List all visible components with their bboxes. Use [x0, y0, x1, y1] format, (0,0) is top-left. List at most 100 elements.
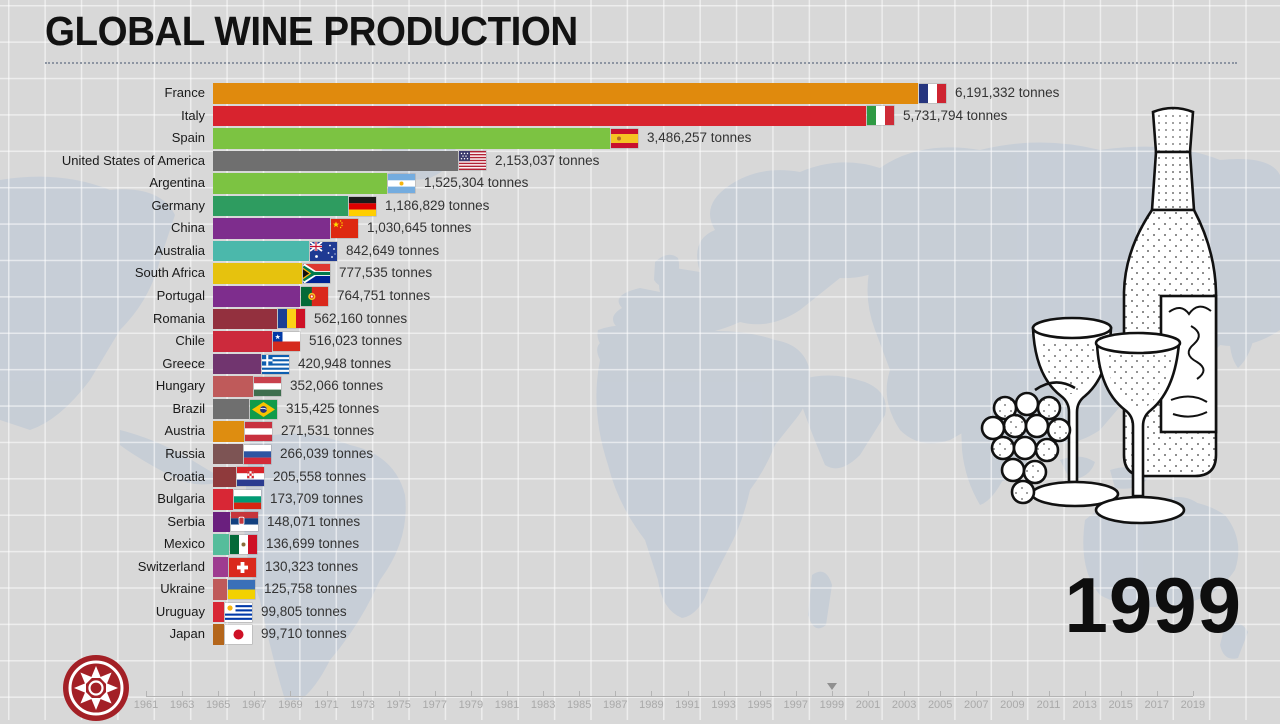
timeline-playhead-triangle [826, 683, 837, 690]
page-title: GLOBAL WINE PRODUCTION [45, 8, 578, 54]
timeline-tick-1963 [182, 691, 184, 696]
country-label: Japan [169, 626, 205, 642]
timeline-tick-1993 [723, 691, 725, 696]
value-label: 99,710 tonnes [261, 626, 347, 642]
timeline-tick-1965 [218, 691, 220, 696]
flag-chile-icon [273, 331, 300, 351]
chart-row-france: France 6,191,332 tonnes [0, 82, 1280, 105]
timeline-year-label: 2003 [891, 699, 917, 711]
bar [213, 173, 387, 194]
flag-romania-icon [278, 309, 305, 329]
chart-row-spain: Spain 3,486,257 tonnes [0, 127, 1280, 150]
chart-row-united-states-of-america: United States of America 2,153,037 tonnes [0, 150, 1280, 173]
value-label: 136,699 tonnes [266, 536, 360, 552]
bar [213, 150, 458, 172]
timeline-tick-1961 [146, 691, 147, 696]
country-label: Hungary [155, 378, 205, 394]
bar [213, 624, 224, 645]
chart-row-portugal: Portugal 764,751 tonnes [0, 285, 1280, 308]
chart-row-romania: Romania 562,160 tonnes [0, 308, 1280, 331]
flag-greece-icon [262, 354, 289, 374]
value-label: 125,758 tonnes [264, 581, 358, 597]
timeline-tick-2007 [976, 691, 978, 696]
country-label: Germany [151, 197, 205, 213]
grape-bunch [980, 381, 1076, 505]
value-label: 266,039 tonnes [280, 445, 374, 461]
bar [213, 376, 253, 397]
flag-south-africa-icon [303, 264, 330, 284]
wine-bottle-illustration [980, 106, 1218, 525]
timeline-tick-1969 [290, 691, 292, 696]
bar [213, 556, 228, 578]
country-label: Bulgaria [157, 491, 205, 507]
timeline-year-label: 1979 [458, 699, 484, 711]
value-label: 516,023 tonnes [309, 333, 403, 349]
timeline-tick-2003 [904, 691, 906, 696]
timeline-tick-2011 [1048, 691, 1050, 696]
flag-spain-icon [611, 128, 638, 148]
timeline-tick-2019 [1192, 691, 1194, 696]
value-label: 148,071 tonnes [267, 513, 361, 529]
timeline-year-label: 2011 [1036, 699, 1061, 711]
value-label: 5,731,794 tonnes [903, 107, 1008, 123]
timeline-year-label: 1963 [169, 699, 195, 711]
bar [213, 353, 261, 375]
country-label: Uruguay [155, 603, 205, 619]
timeline-tick-1999 [831, 691, 833, 696]
timeline-year-label: 2017 [1144, 699, 1170, 711]
country-label: Italy [181, 107, 205, 123]
timeline-tick-1967 [254, 691, 256, 696]
timeline-tick-1995 [759, 691, 761, 696]
value-label: 130,323 tonnes [265, 558, 359, 574]
country-label: Switzerland [137, 558, 205, 574]
flag-russia-icon [244, 444, 271, 464]
timeline-year-label: 1993 [711, 699, 736, 711]
value-label: 842,649 tonnes [346, 242, 440, 258]
timeline-year-label: 2007 [964, 699, 989, 711]
value-label: 205,558 tonnes [273, 468, 367, 484]
flag-mexico-icon [230, 534, 257, 554]
timeline-tick-2015 [1120, 691, 1122, 696]
bar [213, 398, 249, 420]
flag-australia-icon [310, 241, 337, 261]
timeline-line [146, 696, 1193, 697]
chart-row-chile: Chile 516,023 tonnes [0, 330, 1280, 353]
chart-row-switzerland: Switzerland 130,323 tonnes [0, 556, 1280, 579]
timeline-tick-2013 [1084, 691, 1086, 696]
bar-chart: France 6,191,332 tonnes Italy 5,731,794 ton… [0, 82, 1280, 648]
bar [213, 579, 227, 600]
chart-row-russia: Russia 266,039 tonnes [0, 443, 1280, 466]
bar [213, 218, 330, 239]
sun-wheel-logo [63, 655, 129, 721]
flag-switzerland-icon [229, 557, 256, 577]
country-label: Brazil [172, 400, 205, 416]
chart-row-brazil: Brazil 315,425 tonnes [0, 398, 1280, 421]
timeline-tick-2009 [1012, 691, 1014, 696]
timeline-year-label: 1977 [422, 699, 448, 711]
left-wine-glass [1030, 316, 1120, 508]
chart-row-china: China 1,030,645 tonnes [0, 217, 1280, 240]
country-label: Serbia [167, 513, 205, 529]
country-label: United States of America [61, 152, 205, 168]
timeline-tick-1973 [362, 691, 364, 696]
value-label: 1,186,829 tonnes [385, 197, 490, 213]
country-label: Spain [171, 130, 205, 146]
chart-row-bulgaria: Bulgaria 173,709 tonnes [0, 488, 1280, 511]
country-label: Australia [154, 242, 205, 258]
timeline-year-label: 2009 [1000, 699, 1025, 711]
value-label: 3,486,257 tonnes [647, 130, 752, 146]
value-label: 352,066 tonnes [290, 378, 384, 394]
bar [213, 443, 243, 465]
value-label: 2,153,037 tonnes [495, 152, 600, 168]
country-label: France [164, 85, 205, 100]
country-label: Chile [175, 333, 205, 349]
chart-row-australia: Australia 842,649 tonnes [0, 240, 1280, 263]
timeline-year-label: 1991 [675, 699, 700, 711]
timeline-tick-2017 [1156, 691, 1158, 696]
timeline-year-label: 1997 [783, 699, 809, 711]
chart-row-greece: Greece 420,948 tonnes [0, 353, 1280, 376]
country-label: Romania [152, 310, 205, 326]
bar [213, 240, 309, 262]
